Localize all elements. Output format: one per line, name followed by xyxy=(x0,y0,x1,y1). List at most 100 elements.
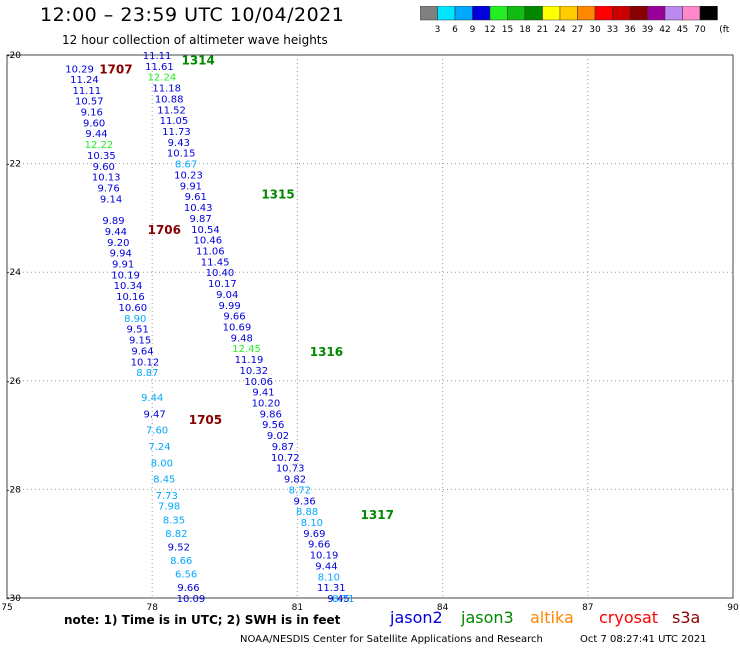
lon-tick-label: 75 xyxy=(1,603,12,613)
wave-height-value: 8.67 xyxy=(175,160,197,171)
legend-label: 21 xyxy=(537,25,548,35)
wave-height-value: 11.11 xyxy=(73,86,102,97)
wave-height-value: 10.57 xyxy=(75,97,104,108)
legend-label: 42 xyxy=(659,25,670,35)
legend-label: 6 xyxy=(452,25,458,35)
wave-height-value: 9.56 xyxy=(262,420,284,431)
legend-label: 33 xyxy=(607,25,618,35)
wave-height-value: 10.29 xyxy=(65,65,94,76)
pass-number-label: 1707 xyxy=(99,63,132,77)
lon-tick-label: 81 xyxy=(292,603,303,613)
wave-height-value: 9.04 xyxy=(216,290,238,301)
wave-height-value: 9.60 xyxy=(93,162,115,173)
wave-height-value: 10.34 xyxy=(114,281,143,292)
lat-tick-label: -24 xyxy=(6,268,21,278)
lat-tick-label: -30 xyxy=(6,594,21,604)
wave-height-value: 9.48 xyxy=(231,333,253,344)
wave-height-value: 11.18 xyxy=(152,84,181,95)
wave-height-value: 11.06 xyxy=(196,246,225,257)
legend-label: 27 xyxy=(572,25,583,35)
wave-height-value: 9.91 xyxy=(180,181,202,192)
wave-height-value: 10.72 xyxy=(271,453,300,464)
wave-height-value: 10.60 xyxy=(119,303,148,314)
wave-height-value: 11.52 xyxy=(157,105,186,116)
wave-height-value: 9.66 xyxy=(177,583,199,594)
map-frame xyxy=(6,54,734,599)
wave-height-value: 11.31 xyxy=(317,583,346,594)
lat-tick-label: -22 xyxy=(6,160,21,170)
pass-number-label: 1315 xyxy=(261,187,294,201)
pass-number-label: 1316 xyxy=(310,345,343,359)
wave-height-value: 9.94 xyxy=(110,249,132,260)
wave-height-value: 10.88 xyxy=(155,94,184,105)
wave-height-value: 12.24 xyxy=(148,73,177,84)
wave-height-value: 11.45 xyxy=(201,257,230,268)
wave-height-value: 9.64 xyxy=(131,346,153,357)
wave-height-value: 8.88 xyxy=(296,507,318,518)
wave-height-value: 9.51 xyxy=(127,325,149,336)
legend-label: 24 xyxy=(554,25,566,35)
satellite-s3a: s3a xyxy=(672,608,701,627)
wave-height-value: 8.66 xyxy=(170,556,192,567)
wave-height-value: 9.91 xyxy=(112,260,134,271)
wave-height-value: 9.86 xyxy=(260,409,282,420)
wave-height-value: 11.19 xyxy=(235,355,264,366)
legend-label: 15 xyxy=(502,25,513,35)
wave-height-value: 9.87 xyxy=(272,442,294,453)
wave-height-value: 11.11 xyxy=(143,51,172,62)
wave-height-value: 8.45 xyxy=(153,475,175,486)
wave-height-value: 9.20 xyxy=(107,238,129,249)
lon-tick-label: 87 xyxy=(582,603,593,613)
wave-height-value: 12.45 xyxy=(232,344,261,355)
satellite-jason3: jason3 xyxy=(461,608,514,627)
wave-height-value: 8.10 xyxy=(318,572,340,583)
lon-tick-label: 78 xyxy=(146,603,158,613)
wave-height-value: 10.35 xyxy=(87,151,116,162)
wave-height-value: 9.47 xyxy=(143,409,165,420)
wave-height-value: 10.09 xyxy=(177,594,206,605)
wave-height-value: 6.56 xyxy=(175,570,197,581)
footer-timestamp: Oct 7 08:27:41 UTC 2021 xyxy=(580,634,707,645)
wave-height-value: 10.40 xyxy=(206,268,235,279)
wave-height-value: 10.19 xyxy=(310,551,339,562)
wave-height-value: 9.14 xyxy=(100,194,122,205)
wave-height-value: 9.61 xyxy=(185,192,207,203)
legend-label: 36 xyxy=(624,25,636,35)
wave-height-value: 10.32 xyxy=(240,366,269,377)
wave-height-value: 10.16 xyxy=(116,292,145,303)
wave-height-value: 10.13 xyxy=(92,173,121,184)
wave-height-value: 10.73 xyxy=(276,464,305,475)
wave-height-value: 9.60 xyxy=(83,118,105,129)
wave-height-value: 9.16 xyxy=(81,107,103,118)
lat-tick-label: -26 xyxy=(6,377,21,387)
wave-height-value: 10.69 xyxy=(223,323,252,334)
wave-height-value: 10.20 xyxy=(252,399,281,410)
wave-height-value: 9.44 xyxy=(105,227,127,238)
satellite-jason2: jason2 xyxy=(390,608,443,627)
page-title: 12:00 – 23:59 UTC 10/04/2021 xyxy=(40,4,345,26)
wave-height-value: 8.87 xyxy=(136,368,158,379)
wave-height-value: 10.46 xyxy=(194,236,223,247)
legend-label: 12 xyxy=(484,25,495,35)
wave-height-value: 10.54 xyxy=(191,225,220,236)
legend-swatch xyxy=(699,6,718,21)
legend-label: 3 xyxy=(435,25,441,35)
wave-height-value: 7.24 xyxy=(148,442,170,453)
satellite-altika: altika xyxy=(530,608,574,627)
wave-height-value: 10.06 xyxy=(244,377,273,388)
wave-height-value: 10.43 xyxy=(184,203,213,214)
wave-height-value: 8.82 xyxy=(165,529,187,540)
wave-height-value: 9.44 xyxy=(141,393,163,404)
satellite-cryosat: cryosat xyxy=(599,608,659,627)
legend-label: 18 xyxy=(519,25,531,35)
page-subtitle: 12 hour collection of altimeter wave hei… xyxy=(62,33,328,47)
wave-height-value: 10.15 xyxy=(167,149,196,160)
wave-height-value: 9.82 xyxy=(284,475,306,486)
wave-height-value: 8.71 xyxy=(332,594,354,605)
pass-number-label: 1317 xyxy=(361,508,394,522)
wave-height-value: 9.36 xyxy=(294,496,316,507)
wave-height-value: 10.12 xyxy=(131,357,160,368)
wave-height-value: 9.43 xyxy=(168,138,190,149)
footer-credit: NOAA/NESDIS Center for Satellite Applica… xyxy=(240,634,543,645)
